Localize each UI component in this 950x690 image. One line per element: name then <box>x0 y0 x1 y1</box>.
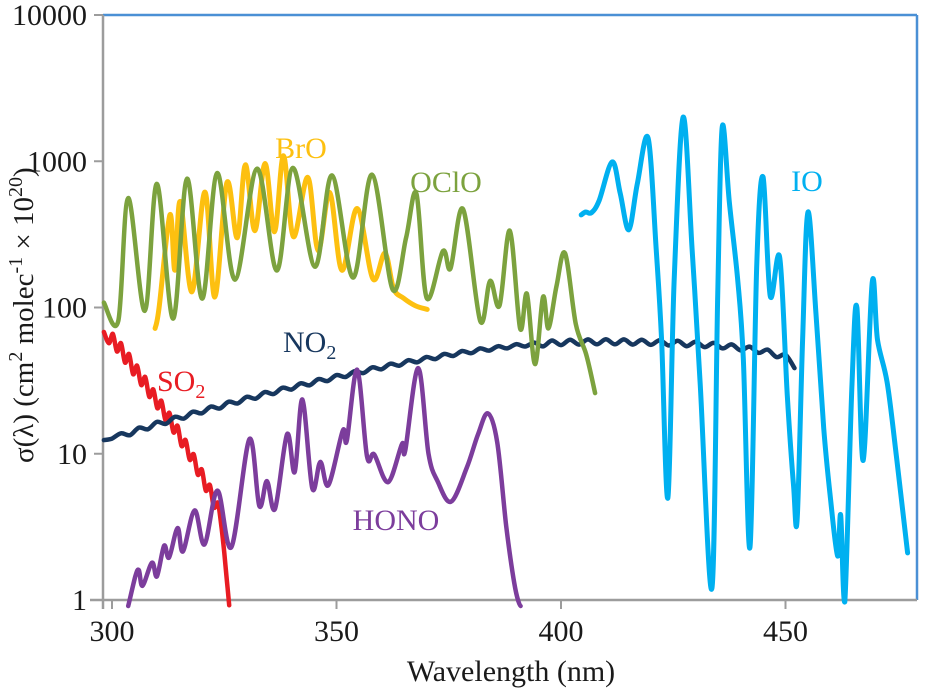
x-tick-label-400: 400 <box>539 615 584 648</box>
series-OClO-curve <box>101 165 598 396</box>
series-IO-curve <box>578 114 911 605</box>
x-axis-title: Wavelength (nm) <box>407 655 615 688</box>
y-tick-label-1000: 1000 <box>27 145 87 178</box>
series-HONO-label: HONO <box>353 504 440 537</box>
series-SO2-label: SO2 <box>157 365 205 403</box>
y-axis-title-group: σ(λ) (cm2 molec-1 × 1020) <box>5 167 40 463</box>
series-NO2-curve <box>101 337 797 443</box>
y-tick-label-10: 10 <box>57 438 87 471</box>
x-tick-label-450: 450 <box>763 615 808 648</box>
series-OClO-label: OClO <box>410 166 482 199</box>
x-tick-label-300: 300 <box>90 615 135 648</box>
y-tick-label-1: 1 <box>72 584 87 617</box>
series-HONO-curve <box>125 365 523 609</box>
y-axis-title: σ(λ) (cm2 molec-1 × 1020) <box>5 167 40 463</box>
series-NO2-label: NO2 <box>283 326 336 364</box>
series-BrO-curve <box>152 153 430 331</box>
series-BrO-label: BrO <box>275 132 327 165</box>
y-tick-label-100: 100 <box>42 292 87 325</box>
y-tick-label-10000: 10000 <box>12 0 87 32</box>
x-tick-label-350: 350 <box>314 615 359 648</box>
series-IO-label: IO <box>791 165 823 198</box>
